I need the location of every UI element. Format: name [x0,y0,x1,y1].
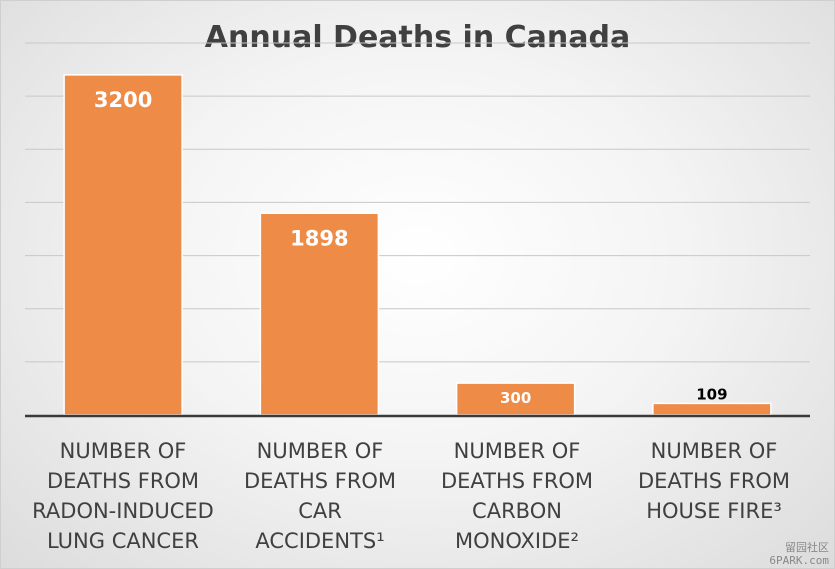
data-label-1: 1898 [290,226,348,250]
data-label-0: 3200 [94,88,152,112]
category-label-car-accidents: NUMBER OF DEATHS FROM CAR ACCIDENTS¹ [243,439,397,553]
chart-title: Annual Deaths in Canada [204,20,631,55]
watermark: 留园社区 6PARK.com [769,541,829,567]
bar-0 [63,74,183,416]
data-label-3: 109 [696,385,727,403]
category-label-radon: NUMBER OF DEATHS FROM RADON-INDUCED LUNG… [32,439,214,553]
bar-3 [652,402,772,416]
category-label-house-fire: NUMBER OF DEATHS FROM HOUSE FIRE³ [637,439,791,523]
watermark-line2: 6PARK.com [769,554,829,567]
category-label-carbon-monoxide: NUMBER OF DEATHS FROM CARBON MONOXIDE² [440,439,594,553]
watermark-line1: 留园社区 [785,541,829,554]
data-label-2: 300 [500,389,531,407]
